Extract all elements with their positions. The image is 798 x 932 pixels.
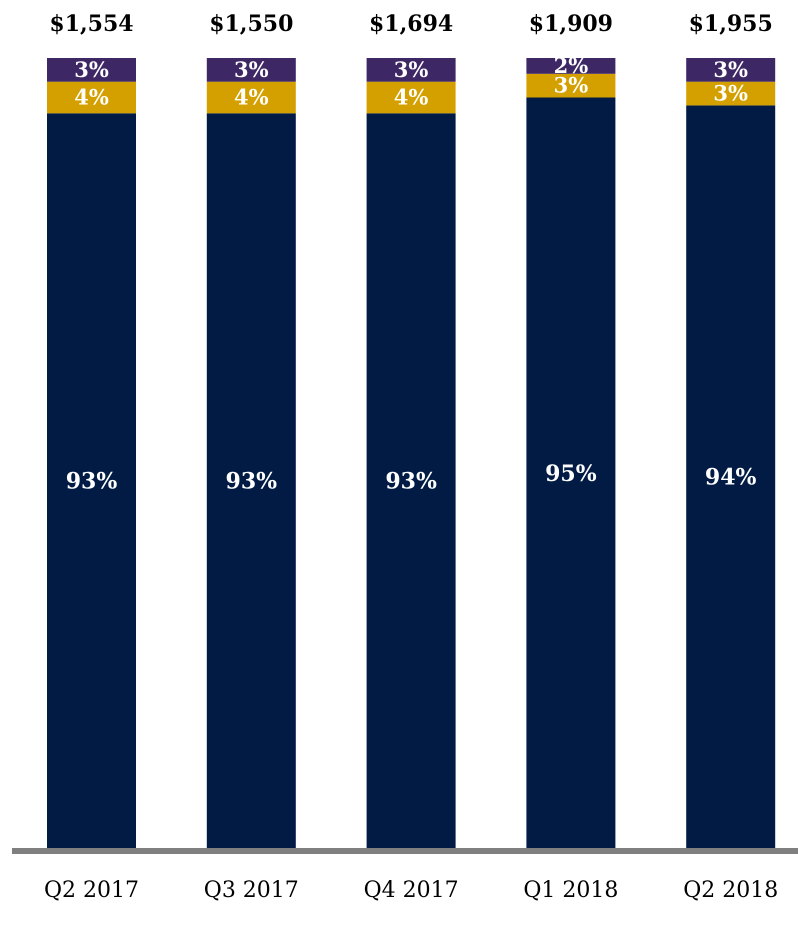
category-label-4: Q1 2018 bbox=[523, 878, 618, 903]
segment-label-3-5: 3% bbox=[713, 57, 748, 82]
segment-label-3-3: 3% bbox=[394, 57, 429, 82]
segment-label-3-2: 3% bbox=[234, 57, 269, 82]
bar-segment-1-4 bbox=[526, 97, 616, 848]
segment-label-1-5: 94% bbox=[705, 465, 757, 491]
segment-label-2-1: 4% bbox=[74, 85, 109, 110]
bar-segment-2-5 bbox=[686, 81, 776, 106]
segment-label-2-4: 3% bbox=[554, 73, 589, 98]
segment-label-1-1: 93% bbox=[66, 469, 118, 495]
bar-segment-2-3 bbox=[366, 81, 456, 114]
bar-segment-3-4 bbox=[526, 58, 616, 74]
category-label-2: Q3 2017 bbox=[204, 878, 299, 903]
bar-segment-1-2 bbox=[206, 113, 296, 849]
segment-label-2-5: 3% bbox=[713, 81, 748, 106]
bar-segment-3-5 bbox=[686, 58, 776, 82]
segment-label-1-4: 95% bbox=[545, 461, 597, 487]
segment-label-3-1: 3% bbox=[74, 57, 109, 82]
category-label-3: Q4 2017 bbox=[364, 878, 459, 903]
bar-segment-2-1 bbox=[47, 81, 136, 114]
bar-total-label-1: $1,554 bbox=[49, 11, 133, 37]
bar-segment-1-1 bbox=[47, 113, 136, 849]
bar-segment-2-2 bbox=[206, 81, 296, 114]
bar-segment-2-4 bbox=[526, 73, 616, 98]
bar-total-label-5: $1,955 bbox=[689, 11, 773, 37]
category-labels: Q2 2017 Q3 2017 Q4 2017 Q1 2018 Q2 2018 bbox=[44, 878, 778, 903]
segment-label-2-3: 4% bbox=[394, 85, 429, 110]
bars-layer bbox=[47, 58, 776, 849]
bar-segment-3-1 bbox=[47, 58, 136, 82]
bar-total-label-2: $1,550 bbox=[209, 11, 293, 37]
bar-segment-1-5 bbox=[686, 105, 776, 848]
category-label-1: Q2 2017 bbox=[44, 878, 139, 903]
segment-label-2-2: 4% bbox=[234, 85, 269, 110]
segment-label-3-4: 2% bbox=[554, 53, 589, 78]
bar-segment-1-3 bbox=[366, 113, 456, 849]
labels-layer: 93% 4% 3% $1,554 93% 4% 3% $1,550 93% 4% 3% $1,694 9… bbox=[49, 11, 772, 495]
bar-total-label-4: $1,909 bbox=[529, 11, 613, 37]
bar-segment-3-2 bbox=[206, 58, 296, 82]
segment-label-1-2: 93% bbox=[226, 469, 278, 495]
category-label-5: Q2 2018 bbox=[683, 878, 778, 903]
bar-segment-3-3 bbox=[366, 58, 456, 82]
segment-label-1-3: 93% bbox=[385, 469, 437, 495]
bar-total-label-3: $1,694 bbox=[369, 11, 453, 37]
